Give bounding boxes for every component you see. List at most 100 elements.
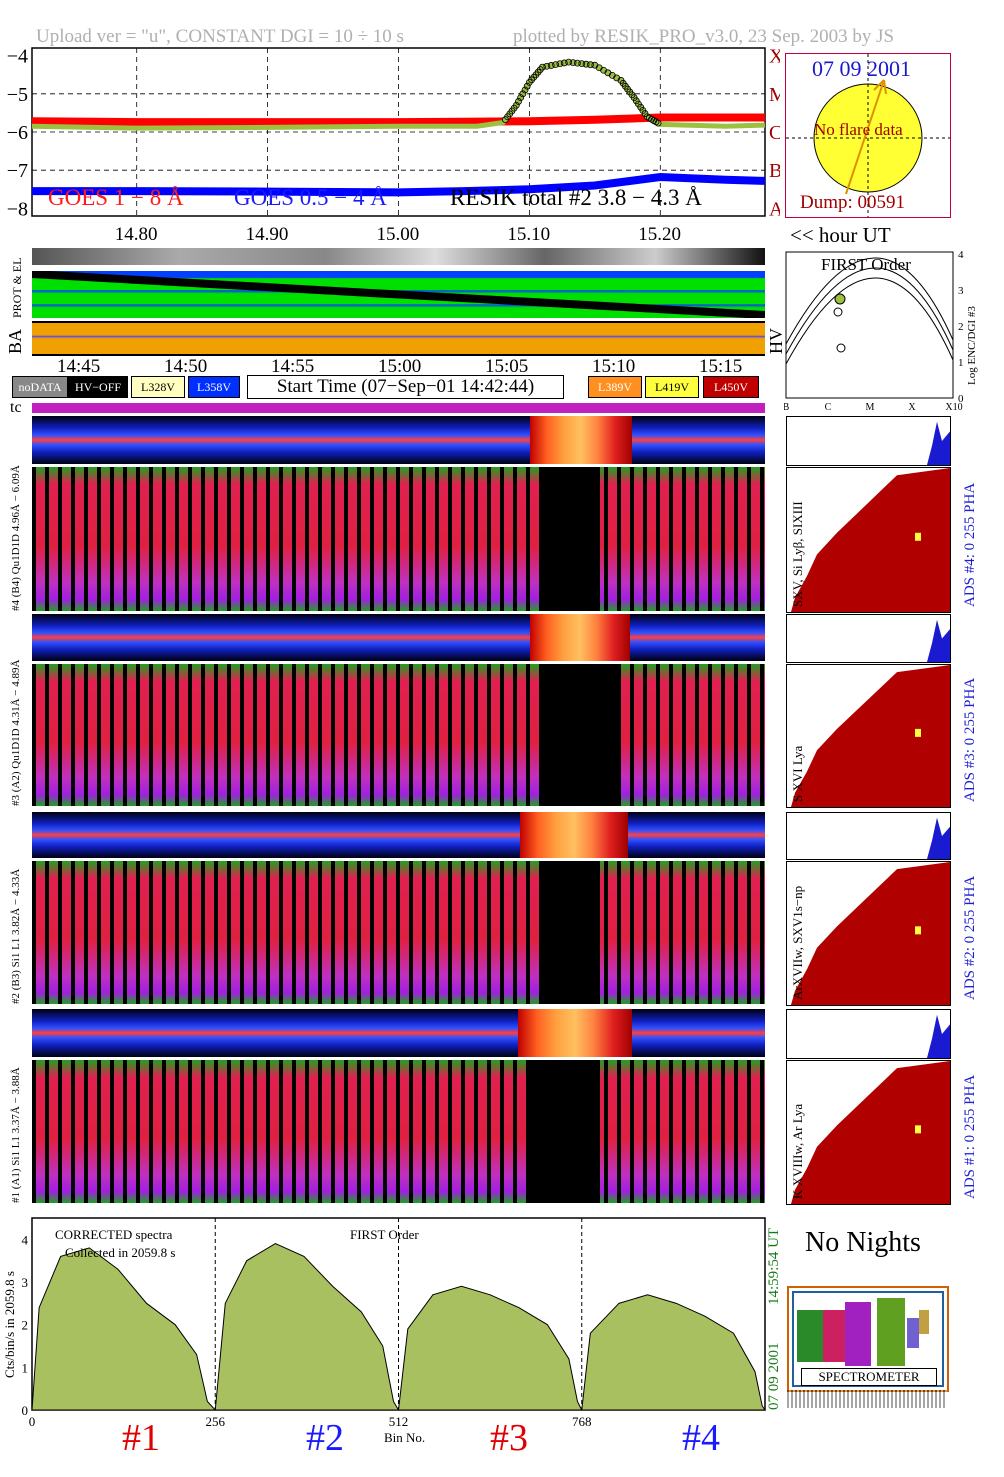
hv-off-stripes <box>32 1060 765 1203</box>
hv-off-stripes <box>32 664 765 806</box>
time-tick: 14:45 <box>57 356 101 377</box>
spectra-date: 07 09 2001 <box>766 1342 782 1411</box>
resik-point <box>578 60 586 68</box>
first-order-ylabel: Log ENC/DGI #3 <box>966 306 978 385</box>
time-tick: 14:55 <box>271 356 315 377</box>
channel-line-strip <box>32 614 765 661</box>
spectrum-area <box>214 1243 400 1411</box>
spectra-channel-3: #3 <box>490 1417 528 1459</box>
goes-xtick: 14.90 <box>245 224 289 245</box>
start-time-box: Start Time (07−Sep−01 14:42:44) <box>247 375 564 399</box>
ads-histogram <box>786 664 951 808</box>
resik-point <box>515 98 522 105</box>
sun-panel: 07 09 2001 No flare data Dump: 00591 <box>785 53 951 218</box>
legend-hvoff: HV−OFF <box>68 376 128 398</box>
ads-histogram <box>786 467 951 613</box>
logo-spectrometer: SPECTROMETER <box>801 1368 937 1386</box>
resik-point <box>573 59 581 67</box>
goes-xtick: 15.20 <box>638 224 682 245</box>
legend-358v: L358V <box>188 376 240 398</box>
ba-label: BA <box>5 328 25 354</box>
resik-point <box>543 62 551 70</box>
resik-point <box>519 90 527 98</box>
resik-point <box>565 58 573 66</box>
first-order-title: FIRST Order <box>821 255 911 274</box>
goes-xtick: 15.00 <box>376 224 420 245</box>
channel-spectrogram <box>32 664 765 806</box>
spectra-ytick: 3 <box>22 1275 29 1290</box>
pha-histogram <box>786 416 951 466</box>
pha-histogram <box>786 812 951 860</box>
goes-xtick: 14.80 <box>114 224 158 245</box>
prot-el-label: PROT & EL <box>10 257 24 318</box>
spectrum-area <box>581 1294 766 1411</box>
logo-fine-print <box>787 1390 947 1408</box>
spectra-ytick: 2 <box>22 1318 29 1333</box>
legend-389v: L389V <box>588 376 642 398</box>
pha-histogram <box>786 1009 951 1059</box>
ba-strip <box>32 321 765 356</box>
resik-point <box>521 86 529 94</box>
ads-label: ADS #3: 0 255 PHA <box>962 677 978 802</box>
channel-lines-label: S XVI Lya <box>790 745 805 802</box>
channel-lines-label: ArXVIIw, SXV1s−np <box>790 885 805 1000</box>
spectra-xtick: 512 <box>389 1414 409 1429</box>
time-tick: 15:00 <box>378 356 422 377</box>
goes-class-label: X <box>769 46 780 68</box>
fo-xtick: X10 <box>945 402 962 413</box>
spectra-channel-1: #1 <box>122 1417 160 1459</box>
legend-450v: L450V <box>703 376 759 398</box>
gray-strip <box>32 248 765 265</box>
goes-legend-resik: RESIK total #2 3.8 − 4.3 Å <box>450 185 702 210</box>
goes-legend-red: GOES 1 − 8 Å <box>48 185 184 210</box>
channel-line-strip <box>32 812 765 858</box>
time-tick: 15:05 <box>485 356 529 377</box>
resik-point <box>556 60 564 68</box>
data-gap <box>540 861 600 1004</box>
resik-point <box>587 61 594 69</box>
spectra-title: CORRECTED spectra <box>55 1227 173 1242</box>
spectra-xtick: 0 <box>29 1414 36 1429</box>
spectra-ytick: 1 <box>22 1360 29 1375</box>
legend-419v: L419V <box>645 376 699 398</box>
channel-label: #3 (A2) Qu1D1D 4.31Å − 4.89Å <box>10 659 22 806</box>
fo-xtick: X <box>908 402 916 413</box>
resik-point <box>547 62 555 69</box>
channel-spectrogram <box>32 1060 765 1203</box>
fo-ytick: 1 <box>958 357 964 369</box>
flare-region <box>530 614 630 661</box>
sun-dump: Dump: 00591 <box>800 192 906 213</box>
spectra-xtick: 768 <box>572 1414 592 1429</box>
sun-message: No flare data <box>814 120 903 139</box>
upload-info: Upload ver = "u", CONSTANT DGI = 10 ÷ 10… <box>36 26 404 47</box>
time-tick: 14:50 <box>164 356 208 377</box>
fo-xtick: M <box>866 402 875 413</box>
spectra-ylabel: Cts/bin/s in 2059.8 s <box>2 1271 17 1378</box>
hour-ut-label: << hour UT <box>790 223 891 247</box>
channel-spectrogram <box>32 861 765 1004</box>
resik-point <box>523 82 531 90</box>
data-gap <box>540 664 620 806</box>
goes-xtick: 15.10 <box>507 224 551 245</box>
plotted-info: plotted by RESIK_PRO_v3.0, 23 Sep. 2003 … <box>513 26 895 47</box>
time-tick: 15:15 <box>699 356 743 377</box>
prot-el-strip <box>32 271 765 318</box>
spectra-channel-4: #4 <box>682 1417 720 1459</box>
channel-line-strip <box>32 1009 765 1057</box>
goes-ytick: −7 <box>7 160 28 182</box>
goes-ytick: −6 <box>7 122 28 144</box>
fo-xtick: C <box>825 402 832 413</box>
goes-legend-blue: GOES 0.5 − 4 Å <box>234 185 387 210</box>
time-tick: 15:10 <box>592 356 636 377</box>
fo-ytick: 4 <box>958 249 964 261</box>
goes-series-line <box>32 173 766 197</box>
no-nights-label: No Nights <box>805 1227 921 1258</box>
tc-label: tc <box>10 399 22 416</box>
fo-ytick: 3 <box>958 285 964 297</box>
resik-point <box>517 94 525 102</box>
channel-spectrogram <box>32 467 765 611</box>
first-order-chart: 0 1 2 3 4 B C M X X10 <box>784 249 964 413</box>
spectra-time: 14:59:54 UT <box>766 1227 782 1305</box>
resik-point <box>560 59 568 67</box>
ads-label: ADS #2: 0 255 PHA <box>962 875 978 1000</box>
